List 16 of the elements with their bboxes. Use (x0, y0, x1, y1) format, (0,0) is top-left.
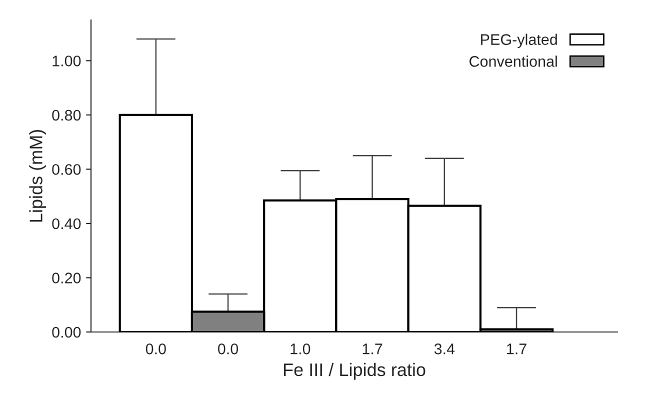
x-tick-label: 1.0 (290, 344, 310, 354)
x-axis-title: Fe III / Lipids ratio (284, 362, 426, 380)
legend-label: Conventional (470, 56, 557, 67)
y-tick-label: 0.00 (52, 326, 81, 338)
legend-label: PEG-ylated (481, 34, 557, 48)
x-tick-label: 0.0 (218, 344, 238, 354)
y-tick-label: 0.80 (52, 110, 81, 121)
x-tick-label: 0.0 (146, 344, 166, 354)
x-tick-label: 3.4 (434, 344, 455, 354)
y-tick-label: 1.00 (52, 56, 81, 66)
y-tick-label: 0.20 (52, 272, 81, 284)
y-tick-label: 0.40 (52, 218, 81, 230)
y-axis-title: Lipids (mM) (29, 130, 46, 222)
x-tick-label: 1.7 (362, 344, 382, 354)
y-tick-label: 0.60 (52, 164, 81, 175)
x-tick-label: 1.7 (507, 344, 526, 354)
